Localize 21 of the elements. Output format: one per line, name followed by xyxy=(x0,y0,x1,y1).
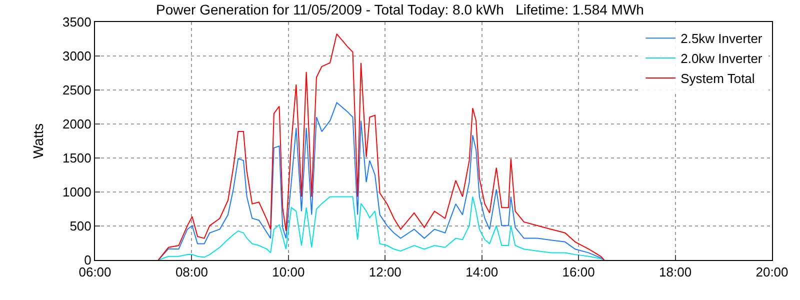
x-tick-label: 18:00 xyxy=(659,264,692,280)
y-tick-label: 500 xyxy=(70,218,92,234)
x-tick-label: 16:00 xyxy=(562,264,595,280)
legend-label: System Total xyxy=(680,71,755,86)
x-tick-label: 20:00 xyxy=(756,264,788,280)
x-tick-label: 08:00 xyxy=(175,264,208,280)
y-tick-label: 3000 xyxy=(62,48,92,64)
y-tick-label: 3500 xyxy=(62,14,92,30)
x-tick-label: 12:00 xyxy=(368,264,402,280)
line-series xyxy=(158,33,605,260)
legend-label: 2.5kw Inverter xyxy=(680,31,763,46)
chart-title: Power Generation for 11/05/2009 - Total Today: 8.0 kWh Lifetime: 1.584 MWh xyxy=(156,1,644,18)
y-tick-label: 1000 xyxy=(62,184,92,200)
x-tick-label: 14:00 xyxy=(466,264,498,280)
legend-label: 2.0kw Inverter xyxy=(680,51,763,66)
line-series xyxy=(158,196,605,260)
y-tick-label: 2500 xyxy=(62,82,92,98)
y-axis-title: Watts xyxy=(30,123,46,159)
y-tick-label: 1500 xyxy=(62,150,92,166)
y-tick-label: 2000 xyxy=(62,116,92,132)
x-tick-label: 10:00 xyxy=(272,264,305,280)
